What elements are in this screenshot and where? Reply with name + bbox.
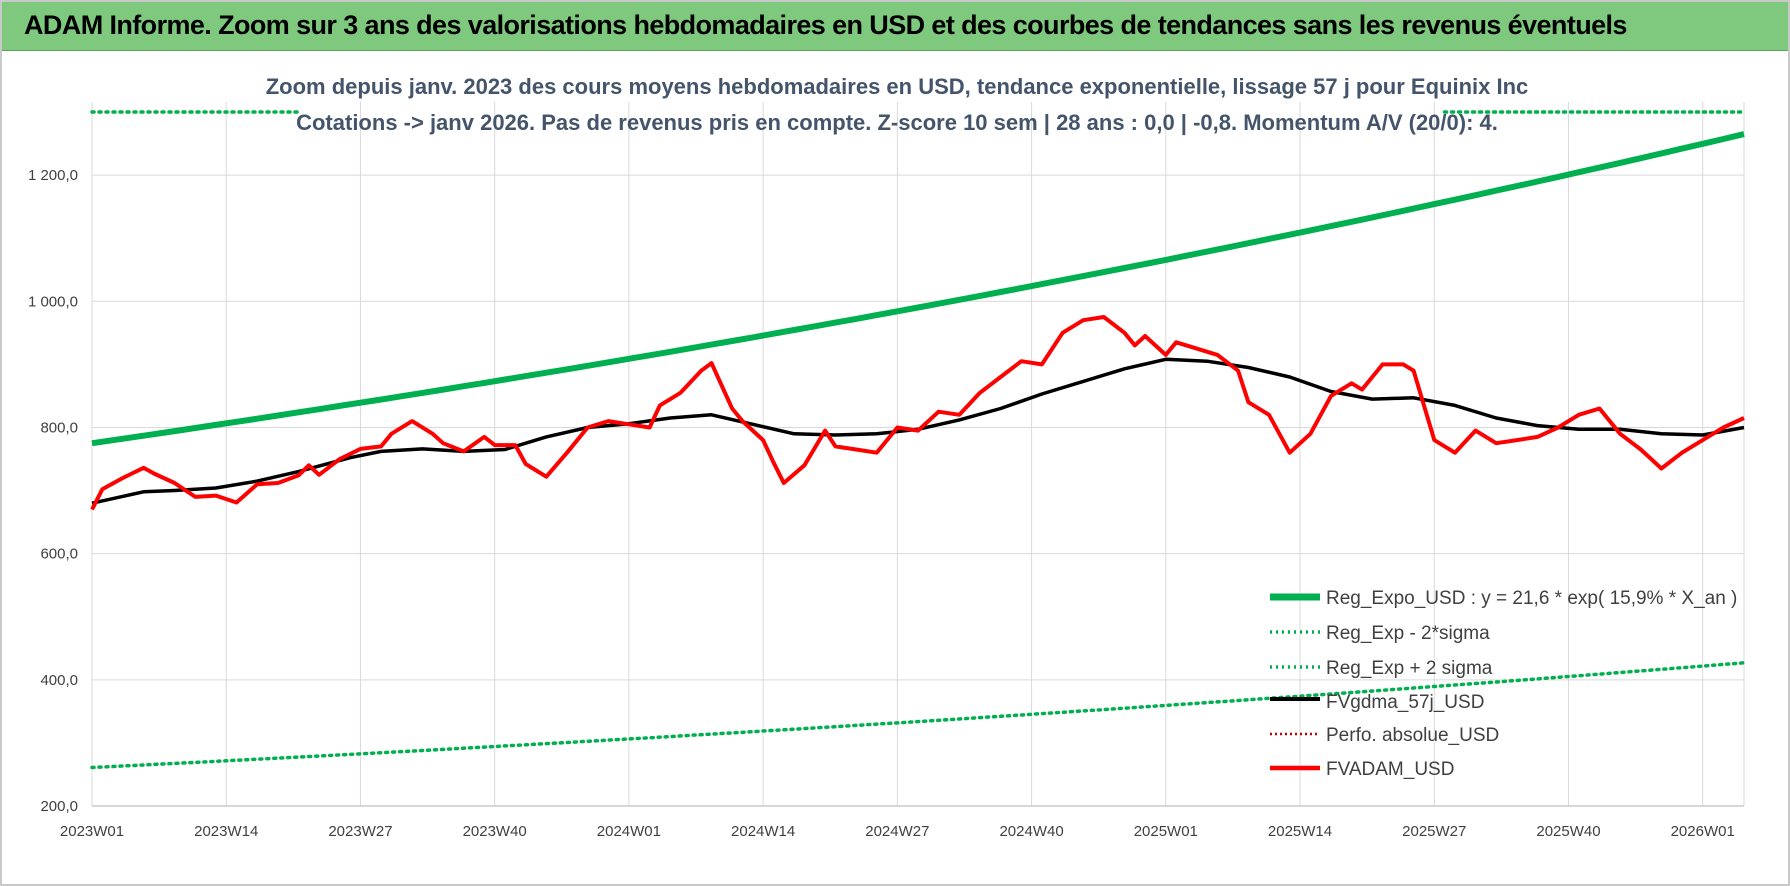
y-tick-label: 800,0	[40, 419, 78, 436]
legend-label-fvadam: FVADAM_USD	[1326, 759, 1454, 780]
legend-label-sigma-plus: Reg_Exp + 2 sigma	[1326, 658, 1493, 679]
series-reg-expo-line	[91, 131, 1745, 447]
y-tick-label: 1 200,0	[28, 167, 78, 184]
x-tick-label: 2024W40	[999, 823, 1063, 840]
x-tick-label: 2023W40	[463, 823, 527, 840]
x-tick-label: 2023W01	[60, 823, 124, 840]
series-sigma-plus-line	[90, 661, 1746, 770]
legend-label-fvgdma: FVgdma_57j_USD	[1326, 692, 1484, 713]
x-tick-label: 2023W27	[328, 823, 392, 840]
legend-label-perfo: Perfo. absolue_USD	[1326, 725, 1499, 746]
chart-subtitle: Zoom depuis janv. 2023 des cours moyens …	[266, 74, 1529, 135]
legend-item-perfo: Perfo. absolue_USD	[1270, 725, 1499, 746]
y-tick-label: 600,0	[40, 546, 78, 563]
y-tick-label: 1 000,0	[28, 293, 78, 310]
legend-item-fvadam: FVADAM_USD	[1270, 759, 1454, 780]
subtitle-line-2: Cotations -> janv 2026. Pas de revenus p…	[296, 110, 1498, 135]
subtitle-line-1: Zoom depuis janv. 2023 des cours moyens …	[266, 74, 1529, 99]
x-axis: 2023W01 2023W14 2023W27 2023W40 2024W01 2024W…	[60, 823, 1735, 840]
y-axis: 200,0 400,0 600,0 800,0 1 000,0 1 200,0	[28, 167, 78, 815]
x-tick-label: 2024W01	[597, 823, 661, 840]
page-title: ADAM Informe. Zoom sur 3 ans des valoris…	[24, 10, 1627, 40]
x-tick-label: 2025W14	[1268, 823, 1332, 840]
title-banner: ADAM Informe. Zoom sur 3 ans des valoris…	[2, 2, 1788, 51]
legend-label-sigma-minus: Reg_Exp - 2*sigma	[1326, 623, 1490, 644]
chart-legend: Reg_Expo_USD : y = 21,6 * exp( 15,9% * X…	[1270, 588, 1737, 780]
legend-item-sigma-minus: Reg_Exp - 2*sigma	[1270, 623, 1490, 644]
x-tick-label: 2026W01	[1671, 823, 1735, 840]
x-tick-label: 2024W14	[731, 823, 795, 840]
legend-item-fvgdma: FVgdma_57j_USD	[1270, 692, 1484, 713]
y-tick-label: 200,0	[40, 798, 78, 815]
chart-series	[90, 110, 1746, 770]
x-tick-label: 2025W01	[1134, 823, 1198, 840]
x-tick-label: 2023W14	[194, 823, 258, 840]
legend-item-sigma-plus: Reg_Exp + 2 sigma	[1270, 658, 1493, 679]
legend-item-reg-expo: Reg_Expo_USD : y = 21,6 * exp( 15,9% * X…	[1270, 588, 1737, 609]
x-tick-label: 2024W27	[865, 823, 929, 840]
series-fvadam-line	[90, 315, 1745, 511]
y-tick-label: 400,0	[40, 672, 78, 689]
x-tick-label: 2025W27	[1402, 823, 1466, 840]
x-tick-label: 2025W40	[1536, 823, 1600, 840]
legend-label-reg-expo: Reg_Expo_USD : y = 21,6 * exp( 15,9% * X…	[1326, 588, 1737, 609]
chart-grid	[91, 102, 1745, 807]
